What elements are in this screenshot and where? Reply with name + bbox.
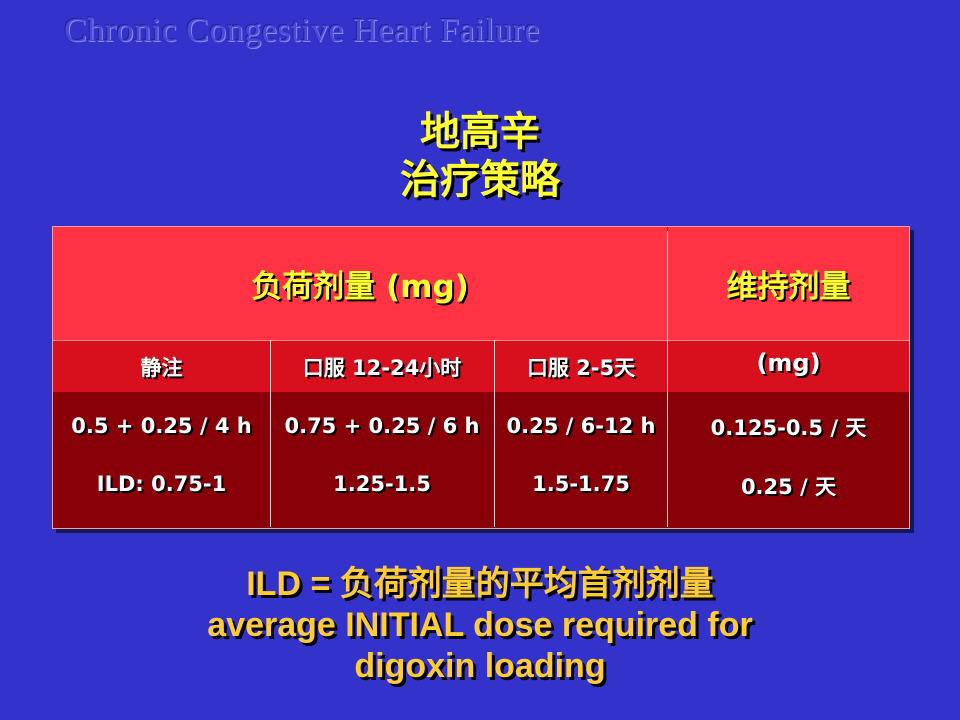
subheader-oral-2-5d: 口服 2-5天 [494, 340, 668, 392]
table-cell: 0.125-0.5 / 天 [710, 416, 867, 440]
table-cell: 1.25-1.5 [333, 472, 431, 496]
loading-dose-header: 负荷剂量 (mg) [53, 227, 667, 340]
ild-explanation-line2: digoxin loading [354, 647, 606, 685]
dosage-table: 负荷剂量 (mg) 维持剂量 静注 口服 12-24小时 口服 2-5天 (mg… [52, 226, 910, 529]
table-cell: 0.75 + 0.25 / 6 h [284, 414, 480, 438]
table-cell: 0.5 + 0.25 / 4 h [71, 414, 252, 438]
subheader-oral-12-24h: 口服 12-24小时 [270, 340, 494, 392]
table-cell: ILD: 0.75-1 [96, 472, 227, 496]
column-divider [667, 231, 668, 527]
table-cell: 0.25 / 6-12 h [506, 414, 656, 438]
table-cell: 0.25 / 天 [740, 475, 837, 499]
maintenance-values: 0.125-0.5 / 天 0.25 / 天 [668, 392, 909, 528]
oral-2-5d-values: 0.25 / 6-12 h 1.5-1.75 [494, 392, 668, 528]
ild-explanation-line1: average INITIAL dose required for [207, 606, 753, 644]
ild-definition: ILD = 负荷剂量的平均首剂剂量 [246, 565, 714, 603]
subheader-iv: 静注 [53, 340, 270, 392]
loading-dose-header-label: 负荷剂量 (mg) [251, 269, 469, 305]
column-divider [494, 340, 495, 527]
maintenance-dose-header-label: 维持剂量 [726, 269, 851, 305]
slide-title-line1: 地高辛 [420, 109, 540, 155]
maintenance-dose-header: 维持剂量 [668, 227, 909, 340]
slide-header: Chronic Congestive Heart Failure [64, 12, 540, 49]
column-divider [270, 340, 271, 527]
oral-12-24h-values: 0.75 + 0.25 / 6 h 1.25-1.5 [270, 392, 494, 528]
maintenance-unit: (mg) [668, 340, 909, 392]
iv-values: 0.5 + 0.25 / 4 h ILD: 0.75-1 [53, 392, 270, 528]
table-cell: 1.5-1.75 [532, 472, 630, 496]
slide-title-line2: 治疗策略 [400, 157, 560, 203]
